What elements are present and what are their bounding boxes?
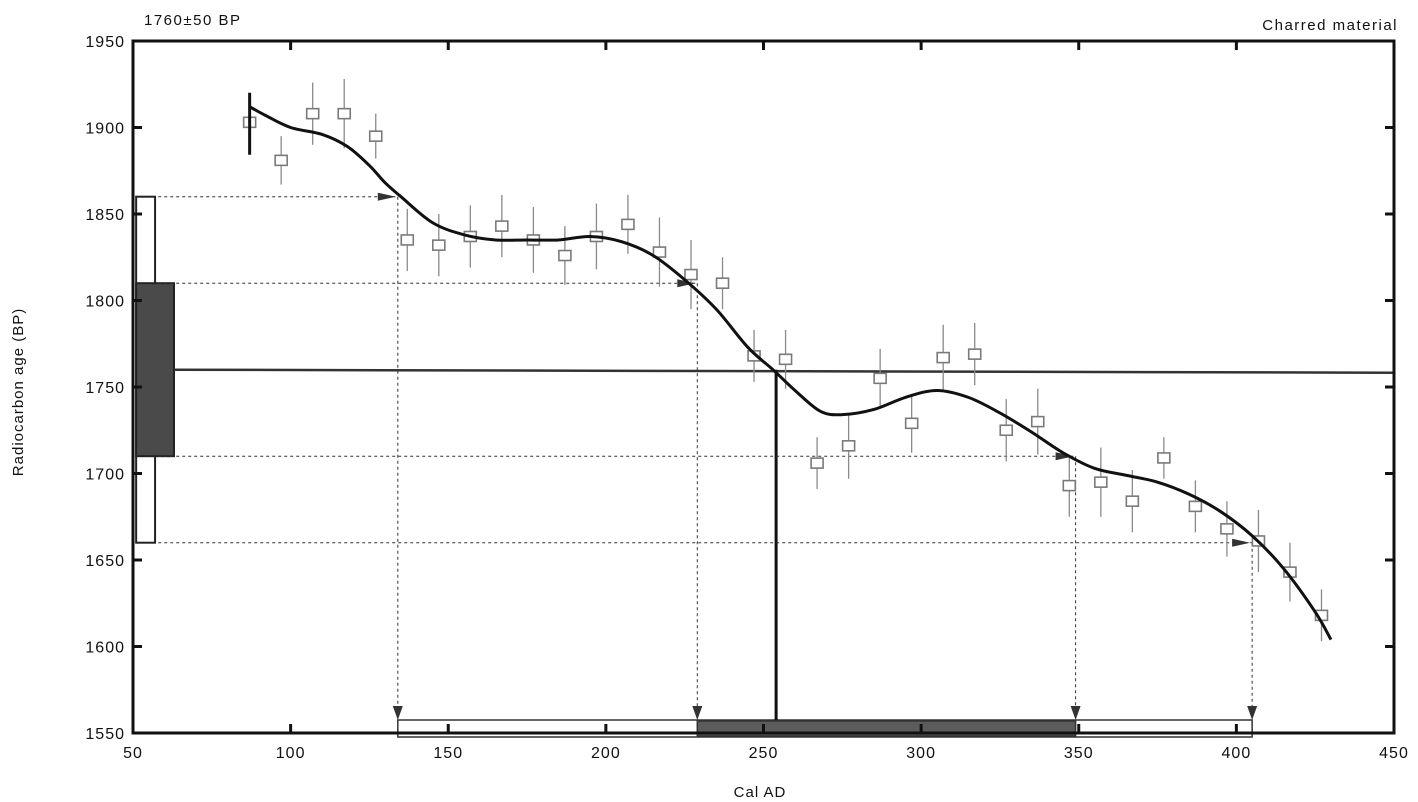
x-tick-label: 50 bbox=[123, 745, 143, 762]
projection-guides bbox=[158, 192, 1395, 720]
y-axis-label: Radiocarbon age (BP) bbox=[10, 308, 27, 476]
guide-arrow-down bbox=[1070, 706, 1081, 720]
guide-arrow-right bbox=[377, 192, 396, 201]
data-point-marker bbox=[1220, 523, 1234, 535]
data-point-marker bbox=[368, 130, 383, 142]
measurement-points bbox=[242, 79, 1329, 642]
data-point-marker bbox=[1157, 452, 1171, 464]
x-tick-label: 100 bbox=[276, 745, 306, 762]
x-axis-label: Cal AD bbox=[734, 784, 787, 801]
x-tick-label: 350 bbox=[1064, 745, 1094, 762]
data-point-marker bbox=[904, 417, 919, 430]
data-point-marker bbox=[684, 268, 698, 281]
data-point-marker bbox=[715, 277, 730, 290]
data-point-marker bbox=[652, 246, 667, 258]
y-tick-label: 1550 bbox=[85, 726, 125, 743]
data-point-marker bbox=[810, 457, 824, 469]
y-tick-label: 1600 bbox=[85, 640, 125, 657]
data-point-marker bbox=[936, 351, 950, 364]
data-point-marker bbox=[967, 348, 982, 360]
x-tick-label: 200 bbox=[591, 745, 621, 762]
y-tick-label: 1650 bbox=[85, 553, 125, 570]
plot-frame bbox=[131, 39, 1396, 735]
data-point-marker bbox=[1030, 415, 1045, 428]
data-point-marker bbox=[778, 353, 793, 366]
sample-age-label: 1760±50 BP bbox=[144, 12, 241, 29]
x-tick-label: 150 bbox=[433, 745, 463, 762]
y-tick-label: 1850 bbox=[85, 207, 125, 224]
data-point-marker bbox=[337, 107, 352, 120]
data-point-marker bbox=[1125, 495, 1140, 507]
x-tick-label: 250 bbox=[749, 745, 779, 762]
material-label: Charred material bbox=[1262, 17, 1398, 34]
data-point-marker bbox=[495, 220, 509, 232]
guide-arrow-down bbox=[692, 706, 703, 720]
guide-arrow-down bbox=[1247, 706, 1258, 720]
data-point-marker bbox=[1094, 476, 1108, 488]
data-point-marker bbox=[1062, 479, 1077, 492]
x-tick-label: 450 bbox=[1379, 745, 1409, 762]
data-point-marker bbox=[1188, 500, 1203, 513]
x-tick-label: 400 bbox=[1222, 745, 1252, 762]
y-tick-label: 1750 bbox=[85, 380, 125, 397]
y-tick-label: 1950 bbox=[85, 34, 125, 51]
data-point-marker bbox=[841, 440, 856, 452]
data-point-marker bbox=[400, 234, 415, 246]
y-tick-label: 1700 bbox=[85, 467, 125, 484]
y-tick-label: 1800 bbox=[85, 294, 125, 311]
age-1sigma-bar bbox=[135, 282, 175, 458]
data-point-marker bbox=[999, 424, 1014, 437]
data-point-marker bbox=[274, 154, 288, 167]
guide-arrow-right bbox=[1232, 538, 1251, 547]
data-point-marker bbox=[431, 239, 446, 251]
y-tick-label: 1900 bbox=[85, 121, 125, 138]
guide-arrow-right bbox=[677, 279, 696, 288]
data-point-marker bbox=[305, 107, 320, 120]
data-point-marker bbox=[621, 218, 635, 231]
data-point-marker bbox=[873, 372, 887, 385]
calibration-curve-group bbox=[248, 92, 1333, 641]
guide-arrow-down bbox=[392, 706, 403, 720]
measured-age-line bbox=[173, 368, 1395, 374]
axes: 50 100 150 200 250 300 350 400 450 1550 1600 1650 17… bbox=[85, 34, 1409, 762]
data-point-marker bbox=[747, 350, 761, 362]
x-tick-label: 300 bbox=[906, 745, 936, 762]
guide-arrow-right bbox=[1055, 452, 1074, 461]
calibration-curve bbox=[248, 105, 1333, 641]
data-point-marker bbox=[558, 249, 572, 262]
